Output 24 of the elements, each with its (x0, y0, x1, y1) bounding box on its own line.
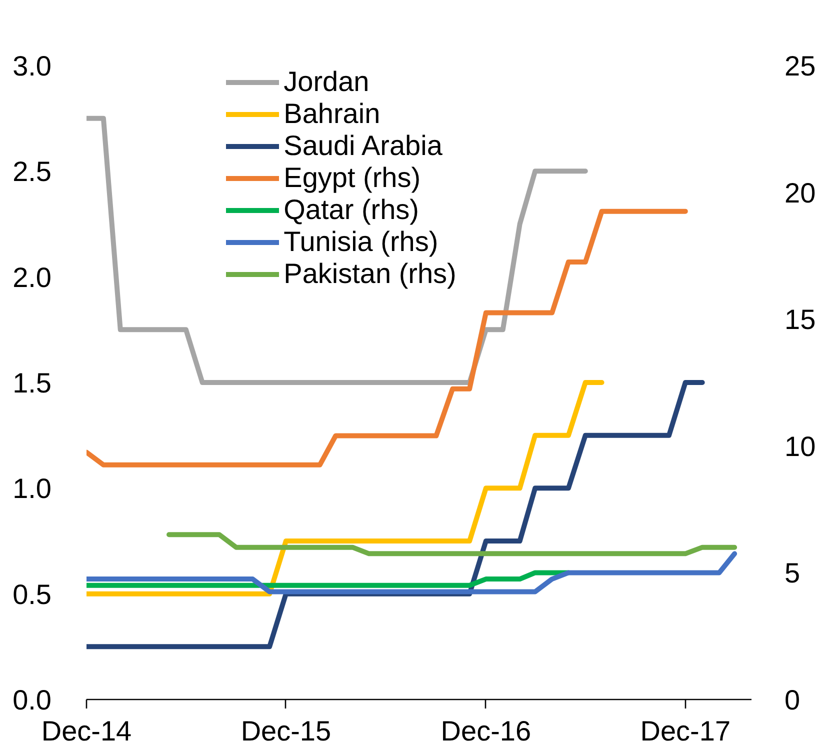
y2-tick-label: 25 (784, 50, 816, 82)
y-tick-label: 0.5 (12, 578, 52, 610)
legend-label: Jordan (284, 66, 370, 98)
legend-label: Saudi Arabia (284, 130, 442, 162)
x-tick-label: Dec-16 (440, 716, 532, 746)
legend-label: Pakistan (rhs) (284, 258, 456, 290)
y-tick-label: 2.0 (12, 262, 52, 293)
y-tick-label: 3.0 (12, 50, 52, 82)
x-tick-label: Dec-17 (640, 716, 731, 746)
y-tick-label: 1.5 (12, 368, 52, 398)
legend-label: Tunisia (rhs) (284, 226, 438, 258)
y-tick-label: 1.0 (12, 473, 52, 504)
y-tick-label: 0.0 (12, 684, 52, 716)
y2-tick-label: 0 (784, 684, 800, 716)
y2-tick-label: 10 (784, 430, 816, 462)
y2-tick-label: 5 (784, 558, 800, 589)
legend-label: Bahrain (284, 98, 380, 130)
y2-tick-label: 20 (784, 177, 816, 208)
y-tick-label: 2.5 (12, 156, 52, 188)
y2-tick-label: 15 (784, 304, 816, 336)
x-tick-label: Dec-15 (240, 716, 332, 746)
legend-label: Qatar (rhs) (284, 194, 419, 226)
x-tick-label: Dec-14 (41, 716, 132, 746)
legend-label: Egypt (rhs) (284, 162, 421, 194)
